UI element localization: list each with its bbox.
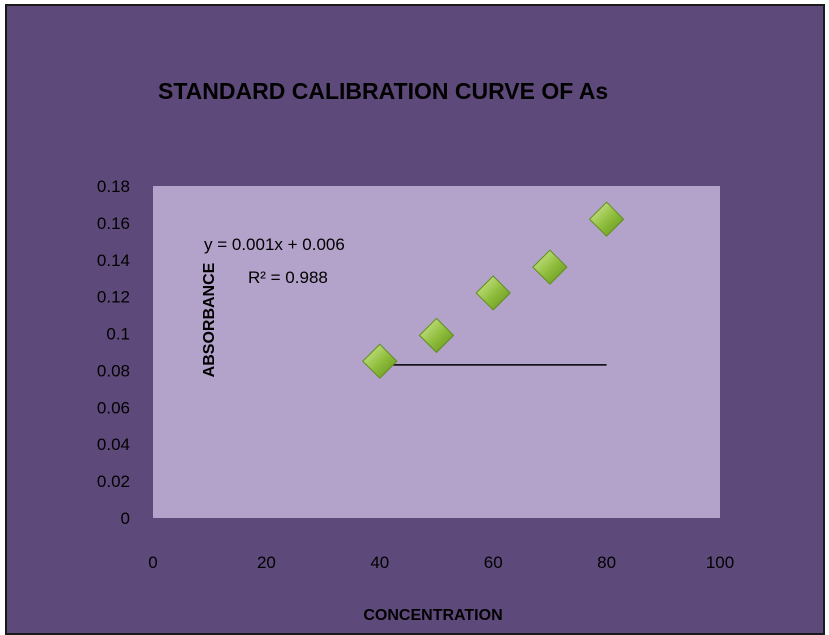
y-tick-label: 0.12 <box>97 288 130 307</box>
data-points <box>362 201 625 379</box>
y-tick-label: 0.18 <box>97 177 130 196</box>
diamond-marker-icon <box>588 201 625 237</box>
x-tick-label: 100 <box>706 553 734 572</box>
x-tick-label: 40 <box>370 553 389 572</box>
diamond-marker-icon <box>362 343 398 379</box>
x-axis-label: CONCENTRATION <box>363 607 502 624</box>
chart-svg: STANDARD CALIBRATION CURVE OF As 0 0.02 0.… <box>97 78 734 624</box>
x-tick-label: 60 <box>484 553 503 572</box>
y-tick-label: 0.1 <box>106 325 130 344</box>
y-tick-label: 0.14 <box>97 251 130 270</box>
chart-frame: STANDARD CALIBRATION CURVE OF As 0 0.02 0.… <box>5 4 825 635</box>
r-squared-label: R² = 0.988 <box>248 268 328 287</box>
chart-title: STANDARD CALIBRATION CURVE OF As <box>158 78 608 104</box>
y-tick-label: 0 <box>121 509 130 528</box>
trendline-equation: y = 0.001x + 0.006 <box>204 235 345 254</box>
y-tick-label: 0.06 <box>97 398 130 417</box>
y-axis-label: ABSORBANCE <box>201 262 218 377</box>
x-tick-label: 0 <box>148 553 157 572</box>
diamond-marker-icon <box>532 249 568 285</box>
y-tick-label: 0.16 <box>97 214 130 233</box>
diamond-marker-icon <box>475 275 511 311</box>
x-axis-ticks: 0 20 40 60 80 100 <box>148 553 734 572</box>
y-axis-ticks: 0 0.02 0.04 0.06 0.08 0.1 0.12 0.14 0.16 0.18 <box>97 177 130 528</box>
y-tick-label: 0.04 <box>97 435 130 454</box>
y-tick-label: 0.02 <box>97 472 130 491</box>
diamond-marker-icon <box>418 317 455 354</box>
y-tick-label: 0.08 <box>97 361 130 380</box>
x-tick-label: 20 <box>257 553 276 572</box>
x-tick-label: 80 <box>597 553 616 572</box>
